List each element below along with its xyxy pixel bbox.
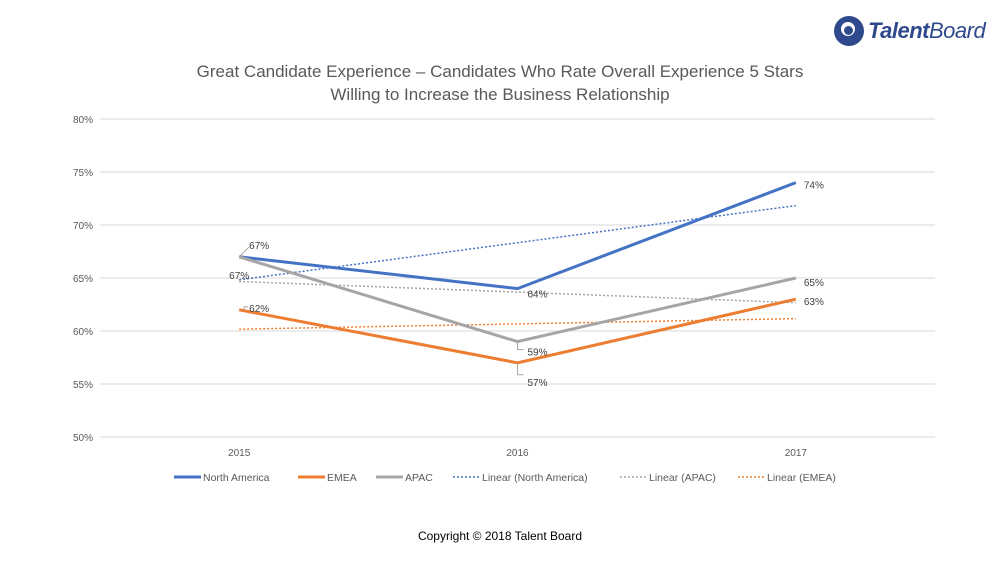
data-label: 67%: [249, 241, 269, 252]
legend-label: Linear (North America): [482, 472, 588, 484]
legend-item: APAC: [376, 472, 433, 484]
x-tick-label: 2016: [506, 448, 529, 459]
y-tick-label: 55%: [73, 380, 93, 391]
leader-line: [517, 341, 524, 351]
y-axis-labels: 50% 55% 60% 65% 70% 75% 80%: [73, 115, 93, 444]
legend-label: APAC: [405, 472, 433, 484]
leader-line: [238, 246, 250, 258]
legend-label: Linear (EMEA): [767, 472, 836, 484]
y-tick-label: 80%: [73, 115, 93, 126]
logo-text: TalentBoard: [868, 18, 986, 43]
legend: North America EMEA APAC Linear (North Ameri…: [174, 472, 836, 484]
x-tick-label: 2015: [228, 448, 251, 459]
x-tick-label: 2017: [785, 448, 808, 459]
globe-logo-icon: [834, 16, 864, 46]
legend-item: North America: [174, 472, 270, 484]
y-tick-label: 65%: [73, 274, 93, 285]
copyright-text: Copyright © 2018 Talent Board: [417, 529, 583, 543]
data-label: 63%: [804, 297, 824, 308]
series-lines: [238, 181, 797, 365]
trendline: [239, 204, 796, 281]
legend-label: EMEA: [327, 472, 357, 484]
data-label: 65%: [804, 278, 824, 289]
y-tick-label: 70%: [73, 221, 93, 232]
y-tick-label: 75%: [73, 168, 93, 179]
legend-item: Linear (North America): [453, 472, 588, 484]
legend-item: Linear (EMEA): [738, 472, 836, 484]
data-label: 57%: [528, 378, 548, 389]
legend-item: EMEA: [298, 472, 357, 484]
data-label: 64%: [528, 290, 548, 301]
trendline: [239, 280, 796, 304]
legend-label: Linear (APAC): [649, 472, 716, 484]
chart-title: Great Candidate Experience – Candidates …: [196, 62, 804, 81]
data-label: 67%: [229, 271, 249, 282]
data-labels: 67% 64% 74% 62% 57% 63% 67% 59% 65%: [229, 181, 824, 389]
data-label: 74%: [804, 181, 824, 192]
y-tick-label: 50%: [73, 433, 93, 444]
data-label: 59%: [528, 348, 548, 359]
data-label: 62%: [249, 304, 269, 315]
series-line: [238, 181, 797, 291]
legend-item: Linear (APAC): [620, 472, 716, 484]
x-axis-labels: 2015 2016 2017: [228, 448, 807, 459]
legend-label: North America: [203, 472, 270, 484]
leader-line: [243, 306, 249, 310]
chart-subtitle: Willing to Increase the Business Relatio…: [330, 85, 670, 104]
y-tick-label: 60%: [73, 327, 93, 338]
leader-line: [517, 362, 524, 376]
trendline: [239, 317, 796, 330]
talent-board-logo: TalentBoard: [834, 14, 986, 48]
